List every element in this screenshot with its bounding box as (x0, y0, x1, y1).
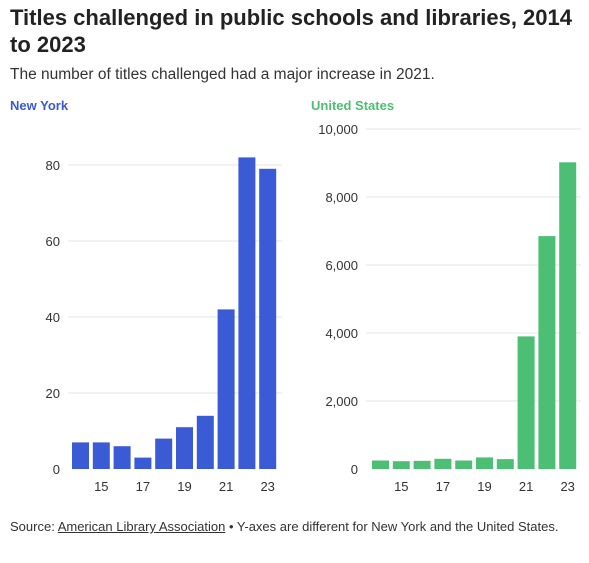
ny-bar-2015 (92, 442, 110, 469)
ny-y-tick-label: 40 (46, 310, 60, 325)
ny-x-tick-label: 17 (136, 479, 150, 494)
footer-note: • Y-axes are different for New York and … (225, 519, 559, 534)
ny-bar-2021 (217, 309, 235, 469)
ny-bar-2018 (155, 438, 173, 469)
us-bar-2020 (496, 459, 514, 469)
new-york-bar-chart: 0 20 40 60 80 15 17 19 21 23 (46, 157, 282, 494)
us-bar-2014 (372, 460, 389, 469)
us-bar-2018 (455, 460, 473, 469)
us-x-tick-label: 19 (477, 479, 491, 494)
us-y-tick-label: 0 (351, 462, 358, 477)
us-bar-2022 (538, 236, 556, 469)
ny-bar-2022 (238, 157, 256, 469)
us-bar-2021 (517, 336, 535, 469)
ny-x-tick-label: 23 (260, 479, 274, 494)
us-y-tick-label: 8,000 (325, 190, 358, 205)
panel-title-new-york: New York (10, 98, 69, 113)
source-prefix: Source: (10, 519, 58, 534)
ny-y-tick-label: 0 (53, 462, 60, 477)
chart-title: Titles challenged in public schools and … (10, 5, 572, 57)
ny-bar-2020 (196, 415, 214, 469)
ny-bar-2016 (113, 446, 131, 469)
ny-bar-2019 (176, 427, 193, 469)
panel-title-united-states: United States (311, 98, 395, 113)
us-y-tick-label: 10,000 (318, 122, 358, 137)
ny-bar-2023 (259, 168, 277, 470)
united-states-bar-chart: 0 2,000 4,000 6,000 8,000 10,000 15 17 19 21 23 (318, 122, 581, 494)
us-y-tick-label: 6,000 (325, 258, 358, 273)
source-link[interactable]: American Library Association (57, 519, 226, 534)
source-footer: Source: American Library Association • Y… (10, 517, 580, 537)
us-x-tick-label: 23 (560, 479, 574, 494)
chart-subtitle: The number of titles challenged had a ma… (10, 66, 435, 83)
ny-bar-2017 (134, 457, 152, 469)
us-x-tick-label: 15 (394, 479, 408, 494)
us-y-tick-label: 2,000 (325, 394, 358, 409)
us-bar-2023 (559, 162, 577, 469)
us-y-tick-label: 4,000 (325, 326, 358, 341)
ny-y-tick-label: 80 (46, 158, 60, 173)
us-bar-2017 (434, 458, 452, 469)
ny-y-tick-label: 60 (46, 234, 60, 249)
us-x-tick-label: 17 (436, 479, 450, 494)
us-bar-2019 (476, 457, 493, 469)
ny-bar-2014 (72, 442, 89, 469)
ny-y-tick-label: 20 (46, 386, 60, 401)
ny-x-tick-label: 15 (94, 479, 108, 494)
ny-x-tick-label: 19 (177, 479, 191, 494)
ny-x-tick-label: 21 (219, 479, 233, 494)
us-bar-2015 (392, 461, 410, 469)
us-x-tick-label: 21 (519, 479, 533, 494)
us-bar-2016 (413, 460, 431, 469)
